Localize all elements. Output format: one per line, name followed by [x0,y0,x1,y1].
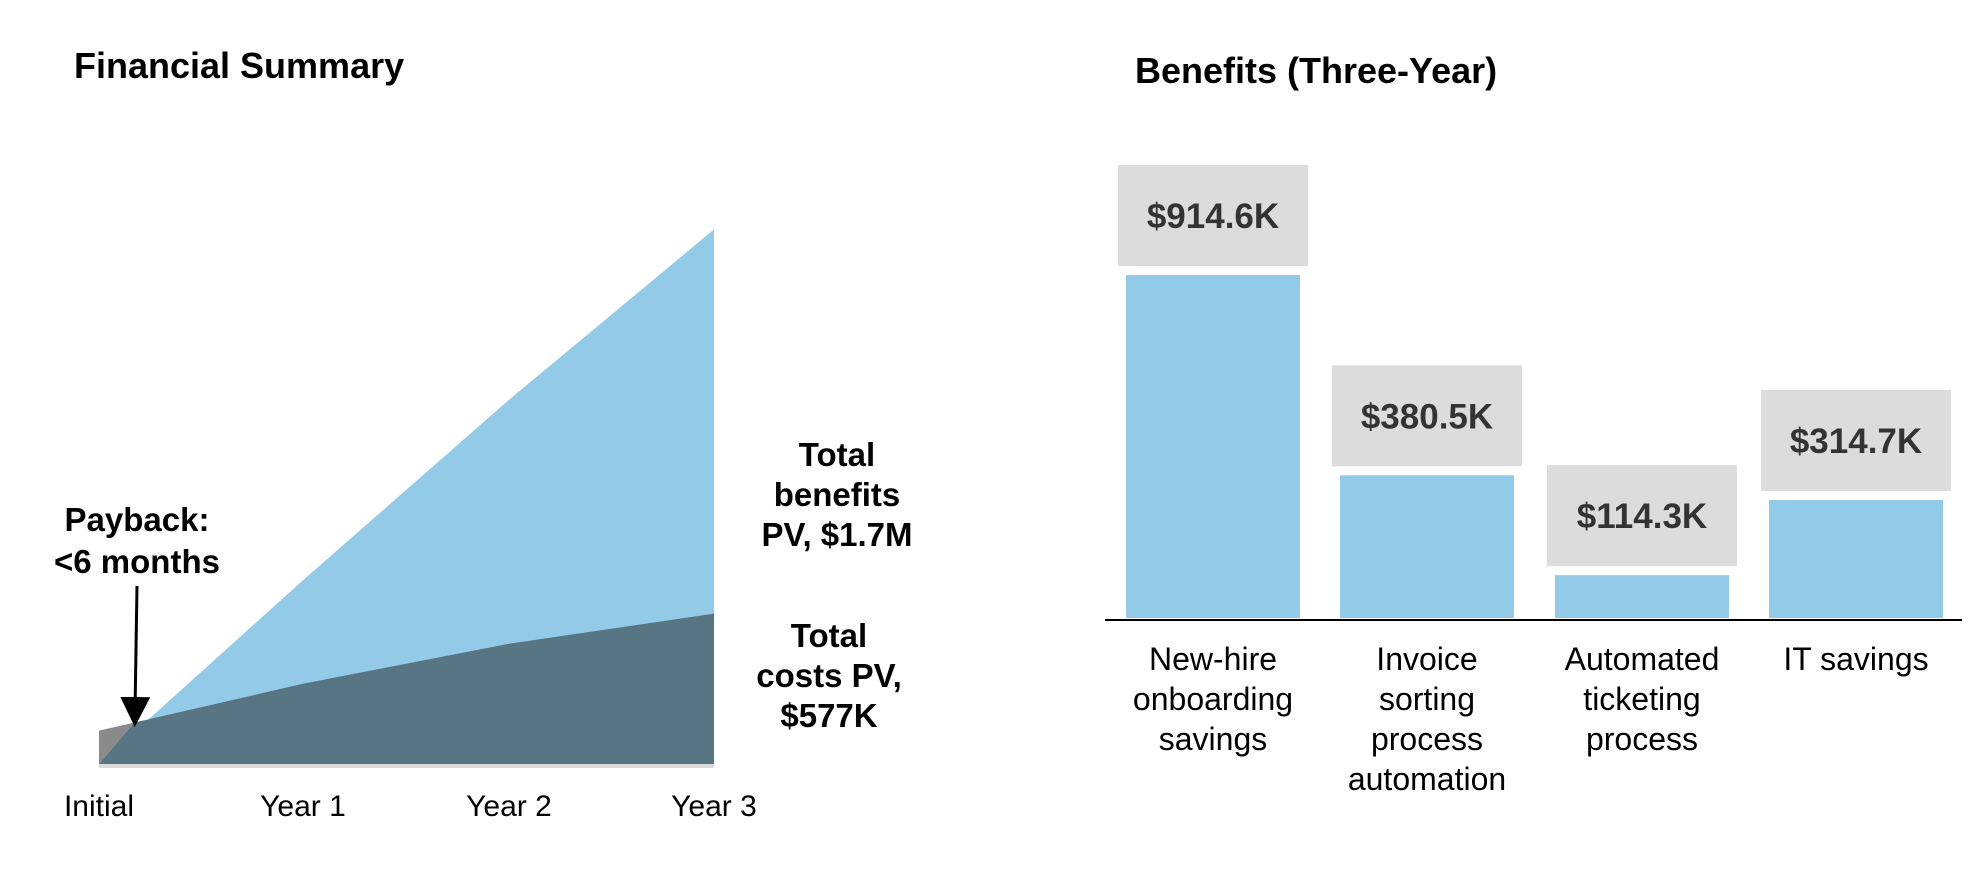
financial-summary-title: Financial Summary [74,45,404,86]
x-axis-ticks: Initial Year 1 Year 2 Year 3 [64,790,757,823]
x-tick-label: Year 1 [260,790,346,823]
benefits-area [99,229,714,765]
x-axis-baseline [99,764,714,768]
x-tick-label: Initial [64,790,134,823]
value-label-box [1547,465,1737,567]
value-label-box [1118,165,1308,266]
bar-value-label: $314.7K [1790,422,1922,461]
financial-summary-chart: Financial Summary Initial Year 1 Year 2 Yea… [54,45,913,823]
payback-arrow [120,585,151,727]
benefits-bar-chart: Benefits (Three-Year) $914.6K $380.5K $114… [1105,50,1962,797]
costs-label-line3: $577K [780,697,877,734]
costs-area [99,613,714,764]
initial-cost-area [99,722,134,764]
benefits-chart-title: Benefits (Three-Year) [1135,50,1497,91]
category-label: Invoice sorting process automation [1348,641,1506,797]
bar [1340,475,1514,618]
bar-series: $914.6K $380.5K $114.3K $314.7K [1118,165,1951,618]
costs-label-line1: Total [791,617,867,654]
value-label-box [1761,389,1951,491]
bar-category-labels: New-hire onboarding savings Invoice sorting p… [1133,641,1929,797]
bar [1555,575,1729,618]
benefits-label-line3: PV, $1.7M [761,516,912,553]
value-label-box [1332,365,1522,467]
bar-value-label: $114.3K [1577,497,1707,536]
benefits-label-line2: benefits [774,476,901,513]
bar-value-label: $380.5K [1361,397,1493,436]
bar [1769,499,1943,618]
benefits-label-line1: Total [799,436,875,473]
category-label: New-hire onboarding savings [1133,641,1293,757]
costs-label-line2: costs PV, [756,657,902,694]
x-tick-label: Year 2 [466,790,552,823]
x-tick-label: Year 3 [671,790,757,823]
payback-label-line2: <6 months [54,543,220,580]
category-label: IT savings [1783,641,1928,677]
bar-value-label: $914.6K [1147,197,1279,236]
payback-label-line1: Payback: [65,501,210,538]
category-label: Automated ticketing process [1565,641,1720,757]
bar [1126,275,1300,618]
